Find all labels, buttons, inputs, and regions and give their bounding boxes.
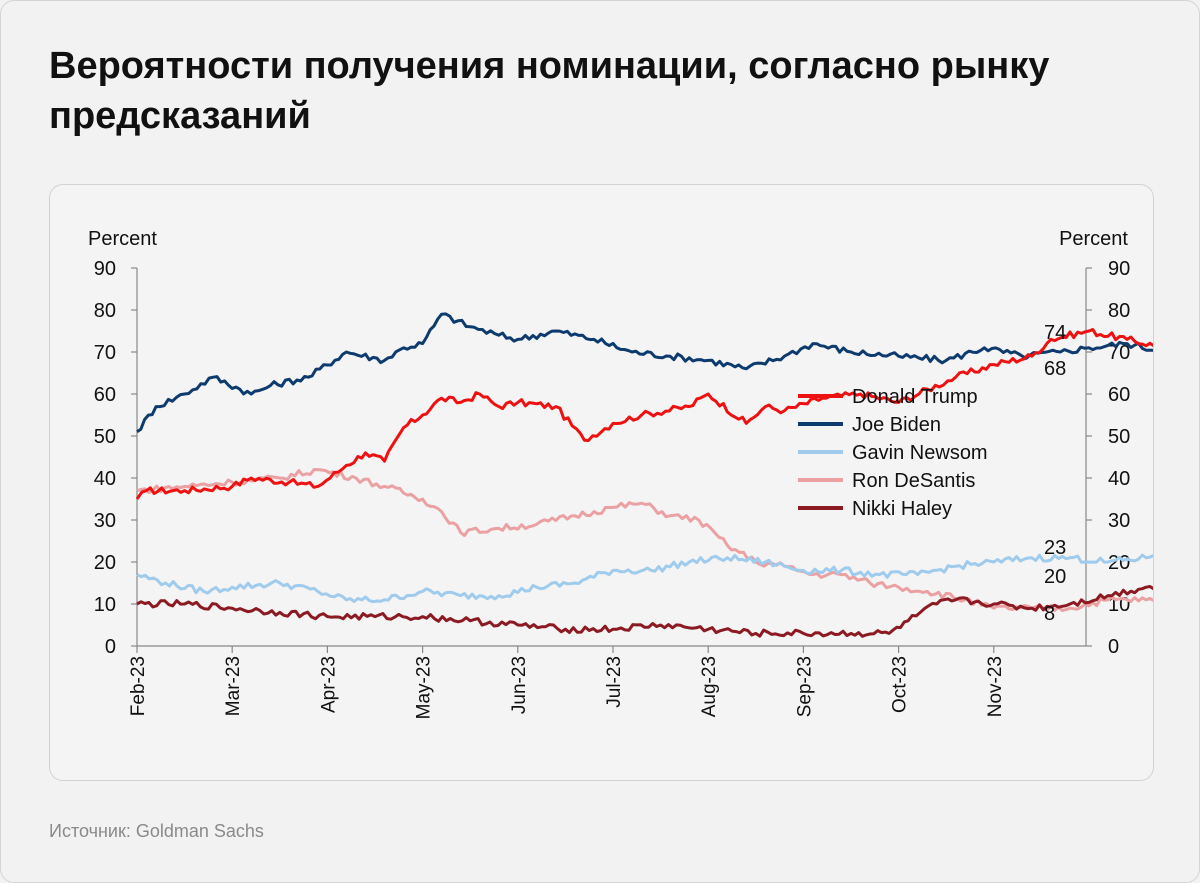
end-value-label: 74 — [1044, 322, 1066, 344]
y-tick-label-left: 40 — [94, 468, 116, 490]
end-value-label: 8 — [1044, 603, 1055, 625]
y-tick-label-right: 60 — [1108, 384, 1130, 406]
y-tick-label-right: 40 — [1108, 468, 1130, 490]
x-tick-label: Nov-23 — [985, 656, 1006, 717]
legend-label: Gavin Newsom — [852, 442, 988, 464]
x-tick-label: Oct-23 — [890, 656, 911, 713]
y-axis-title-left: Percent — [88, 228, 157, 250]
end-value-label: 20 — [1044, 566, 1066, 588]
y-tick-label-left: 20 — [94, 552, 116, 574]
y-tick-label-right: 30 — [1108, 510, 1130, 532]
legend-label: Ron DeSantis — [852, 470, 975, 492]
legend-label: Donald Trump — [852, 386, 978, 408]
chart-panel: Percent Percent 0 0 10 10 20 20 30 30 40 40 50 50 60 60… — [49, 184, 1200, 781]
series-line-joe-biden — [136, 312, 1200, 434]
series-line-ron-desantis — [136, 468, 1200, 612]
series-line-gavin-newsom — [136, 539, 1200, 604]
y-tick-label-left: 60 — [94, 384, 116, 406]
x-tick-label: Jul-23 — [604, 656, 625, 708]
y-tick-label-left: 80 — [94, 300, 116, 322]
source-note: Источник: Goldman Sachs — [49, 821, 264, 841]
x-tick-label: Mar-23 — [223, 656, 244, 716]
x-tick-label: Jun-23 — [509, 656, 530, 714]
x-tick-label: Sep-23 — [794, 656, 815, 717]
end-value-label: 23 — [1044, 537, 1066, 559]
chart-legend: Donald Trump Joe Biden Gavin Newsom Ron DeS… — [798, 386, 988, 520]
legend-label: Nikki Haley — [852, 498, 952, 520]
y-tick-label-left: 30 — [94, 510, 116, 532]
x-tick-label: Apr-23 — [318, 656, 339, 713]
y-tick-label-right: 0 — [1108, 636, 1119, 658]
legend-label: Joe Biden — [852, 414, 941, 436]
y-tick-label-left: 90 — [94, 258, 116, 280]
y-tick-label-right: 70 — [1108, 342, 1130, 364]
y-axis-title-right: Percent — [1059, 228, 1128, 250]
x-tick-label: Aug-23 — [699, 656, 720, 717]
chart-end-labels: 74 68 23 8 20 — [1044, 322, 1066, 625]
y-tick-label-right: 90 — [1108, 258, 1130, 280]
x-tick-label: May-23 — [414, 656, 435, 719]
y-tick-label-right: 20 — [1108, 552, 1130, 574]
y-tick-label-left: 10 — [94, 594, 116, 616]
y-tick-label-left: 70 — [94, 342, 116, 364]
chart-series — [135, 312, 1200, 638]
series-line-donald-trump — [135, 328, 1200, 500]
page-title: Вероятности получения номинации, согласн… — [49, 45, 1050, 137]
y-tick-label-left: 50 — [94, 426, 116, 448]
y-tick-label-left: 0 — [105, 636, 116, 658]
y-tick-label-right: 50 — [1108, 426, 1130, 448]
x-tick-label: Feb-23 — [128, 656, 149, 716]
y-tick-label-right: 80 — [1108, 300, 1130, 322]
series-line-nikki-haley — [136, 580, 1200, 638]
end-value-label: 68 — [1044, 358, 1066, 380]
